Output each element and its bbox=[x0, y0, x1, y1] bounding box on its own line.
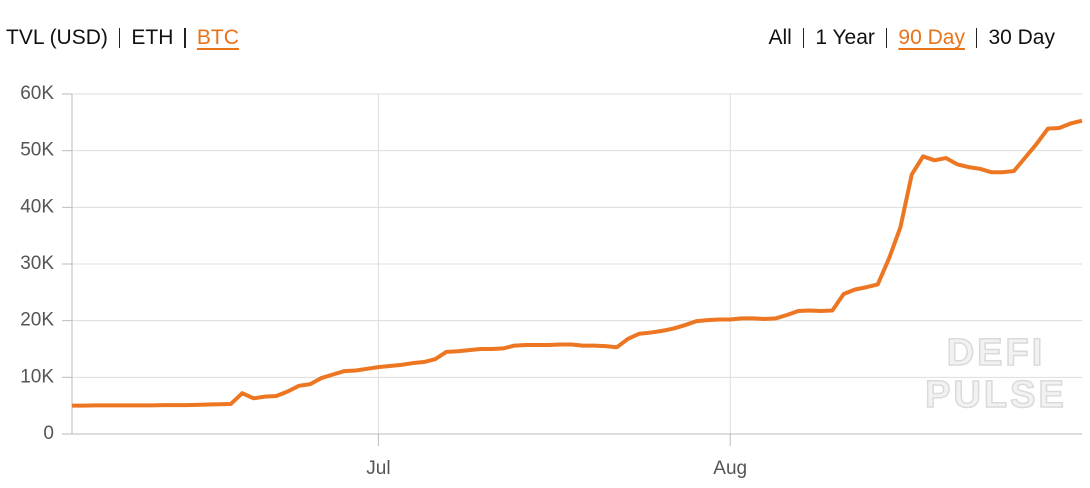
watermark: DEFI bbox=[947, 332, 1046, 374]
y-tick-label: 40K bbox=[20, 196, 54, 217]
x-tick-label: Aug bbox=[713, 458, 747, 479]
y-tick-label: 20K bbox=[20, 310, 54, 331]
separator bbox=[975, 28, 978, 48]
metric-selector: TVL (USD) ETH BTC bbox=[6, 24, 239, 52]
y-tick-label: 30K bbox=[20, 253, 54, 274]
separator bbox=[802, 28, 805, 48]
option[interactable]: 1 Year bbox=[815, 26, 875, 49]
line bbox=[72, 118, 1083, 408]
option[interactable]: All bbox=[768, 26, 792, 49]
option[interactable]: 30 Day bbox=[988, 26, 1055, 49]
separator bbox=[118, 28, 121, 48]
y-tick-label: 0 bbox=[43, 423, 54, 444]
watermark: PULSE bbox=[925, 374, 1067, 416]
separator bbox=[184, 28, 186, 48]
option[interactable]: TVL (USD) bbox=[6, 26, 108, 49]
range-selector: All 1 Year 90 Day 30 Day bbox=[768, 24, 1055, 52]
y-tick-label: 50K bbox=[20, 140, 54, 161]
separator bbox=[885, 28, 888, 48]
option[interactable]: 90 Day bbox=[898, 26, 965, 49]
x-tick-label: Jul bbox=[366, 458, 390, 479]
y-tick-label: 60K bbox=[20, 83, 54, 104]
y-tick-label: 10K bbox=[20, 366, 54, 387]
option[interactable]: BTC bbox=[196, 26, 239, 49]
option[interactable]: ETH bbox=[131, 26, 174, 49]
